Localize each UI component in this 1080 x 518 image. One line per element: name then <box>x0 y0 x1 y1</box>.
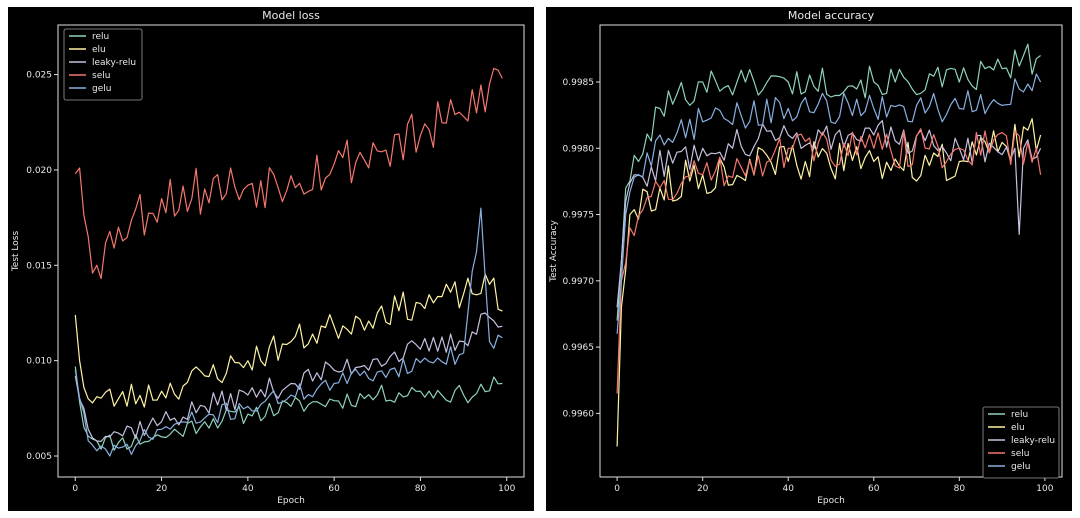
x-tick-label: 0 <box>72 484 78 494</box>
legend-label-elu: elu <box>92 45 106 55</box>
loss-chart: Model loss 0 20 40 60 80 100 0.005 0.010 0.015 0.0… <box>11 9 525 506</box>
y-tick-label: 0.9980 <box>563 144 595 154</box>
loss-chart-panel: Model loss 0 20 40 60 80 100 0.005 0.010 0.015 0.0… <box>8 7 534 511</box>
legend-label-relu: relu <box>1011 410 1028 420</box>
series-line-relu <box>74 366 503 451</box>
y-tick-label: 0.9985 <box>563 78 595 88</box>
series-group <box>74 67 503 457</box>
y-tick-label: 0.9965 <box>563 343 595 353</box>
y-axis-label: Test Loss <box>11 231 21 273</box>
legend-label-relu: relu <box>92 32 109 42</box>
x-tick-label: 40 <box>782 484 794 494</box>
x-tick-label: 80 <box>954 484 966 494</box>
plot-frame <box>57 24 525 478</box>
x-tick-label: 40 <box>242 484 254 494</box>
y-tick-label: 0.9975 <box>563 211 595 221</box>
legend-box <box>982 406 1060 479</box>
y-tick-label: 0.010 <box>26 357 52 367</box>
x-tick-label: 100 <box>498 484 515 494</box>
series-line-elu <box>616 118 1042 447</box>
series-line-gelu <box>616 73 1042 334</box>
x-tick-label: 20 <box>697 484 709 494</box>
legend: relu elu leaky-relu selu gelu <box>982 406 1060 479</box>
x-tick-label: 60 <box>868 484 880 494</box>
legend-label-elu: elu <box>1011 423 1025 433</box>
legend-box <box>63 28 143 101</box>
x-tick-label: 0 <box>614 484 620 494</box>
x-axis-label: Epoch <box>817 496 845 506</box>
x-tick-label: 20 <box>156 484 168 494</box>
y-tick-label: 0.9960 <box>563 409 595 419</box>
y-axis-label: Test Accuracy <box>549 219 559 282</box>
x-tick-label: 60 <box>328 484 340 494</box>
series-line-leaky-relu <box>616 120 1042 308</box>
y-tick-label: 0.015 <box>26 261 52 271</box>
y-tick-label: 0.020 <box>26 166 52 176</box>
legend-label-leaky-relu: leaky-relu <box>92 58 136 68</box>
series-line-leaky-relu <box>74 312 503 442</box>
y-tick-label: 0.025 <box>26 71 52 81</box>
legend-label-leaky-relu: leaky-relu <box>1011 436 1055 446</box>
y-tick-label: 0.005 <box>26 452 52 462</box>
legend: relu elu leaky-relu selu gelu <box>63 28 143 101</box>
series-line-selu <box>616 128 1042 394</box>
legend-label-gelu: gelu <box>92 84 111 94</box>
legend-label-gelu: gelu <box>1011 462 1030 472</box>
accuracy-chart-panel: Model accuracy 0 20 40 60 80 100 0.9960 0.9965 0.… <box>546 7 1072 511</box>
y-tick-label: 0.9970 <box>563 277 595 287</box>
chart-title: Model loss <box>262 9 320 22</box>
chart-title: Model accuracy <box>788 9 875 22</box>
series-line-gelu <box>74 207 503 457</box>
x-tick-label: 100 <box>1036 484 1053 494</box>
series-line-relu <box>616 43 1041 321</box>
legend-label-selu: selu <box>92 71 110 81</box>
accuracy-chart: Model accuracy 0 20 40 60 80 100 0.9960 0.9965 0.… <box>549 9 1063 506</box>
legend-label-selu: selu <box>1011 449 1029 459</box>
x-tick-label: 80 <box>415 484 427 494</box>
x-axis-label: Epoch <box>277 496 305 506</box>
series-group <box>616 43 1042 447</box>
plot-frame <box>599 24 1063 478</box>
series-line-elu <box>74 273 503 408</box>
series-line-selu <box>74 67 503 280</box>
